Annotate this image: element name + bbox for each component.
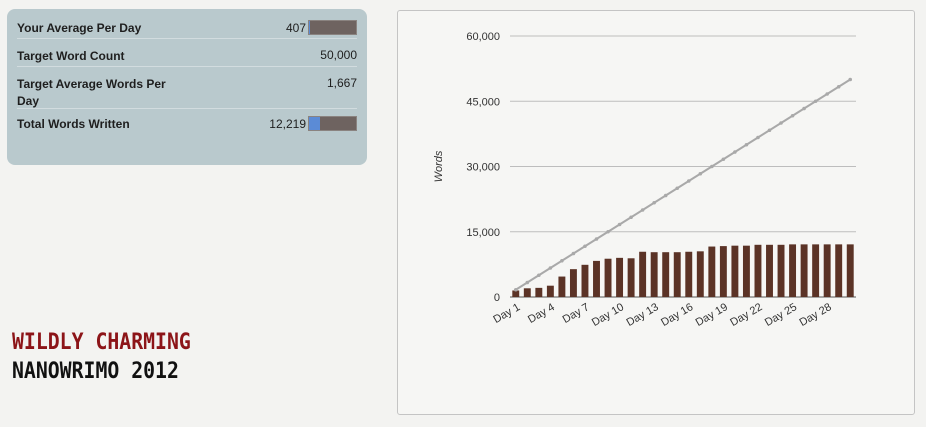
bar — [512, 290, 520, 297]
bar — [662, 252, 670, 297]
bar — [812, 244, 820, 297]
x-tick-label: Day 25 — [763, 301, 799, 329]
target-point — [848, 77, 853, 82]
stat-value: 12,219 — [269, 116, 306, 131]
stat-label: Your Average Per Day — [17, 21, 142, 35]
target-point — [663, 193, 668, 198]
bar — [569, 269, 577, 297]
stat-value: 50,000 — [320, 48, 357, 62]
y-tick-label: 15,000 — [466, 227, 500, 239]
x-tick-label: Day 1 — [491, 301, 522, 326]
bar — [685, 251, 693, 297]
bar — [627, 258, 635, 297]
target-point — [548, 266, 553, 270]
bar — [523, 288, 531, 297]
target-point — [686, 179, 691, 183]
target-point — [640, 208, 645, 212]
x-tick-label: Day 19 — [694, 301, 730, 329]
target-point — [629, 215, 633, 220]
x-tick-label: Day 4 — [526, 301, 557, 326]
total-progress-bar — [308, 116, 357, 131]
bar — [639, 251, 647, 297]
target-point — [594, 237, 599, 241]
stat-row-target-average: Target Average Words Per Day 1,667 — [17, 67, 357, 109]
target-point — [744, 142, 749, 147]
x-tick-label: Day 22 — [728, 301, 764, 329]
bar — [546, 285, 554, 297]
bar — [719, 246, 727, 297]
stat-row-average: Your Average Per Day 407 — [17, 15, 357, 39]
target-point — [525, 280, 530, 285]
bar — [581, 264, 589, 297]
bar — [835, 244, 843, 297]
stat-value: 1,667 — [326, 76, 357, 90]
target-line — [515, 78, 851, 291]
progress-fill — [309, 21, 310, 34]
target-point — [733, 150, 737, 154]
target-point — [652, 200, 656, 205]
target-point — [560, 258, 564, 263]
bar — [708, 246, 716, 297]
bar — [558, 276, 566, 297]
y-axis-label: Words — [433, 150, 445, 182]
bar — [731, 245, 739, 297]
target-point — [756, 135, 760, 140]
target-point — [537, 273, 541, 278]
target-point — [721, 157, 726, 162]
stat-value: 407 — [285, 20, 306, 35]
bar — [535, 287, 543, 297]
bar — [846, 244, 854, 297]
stat-label: Target Average Words Per Day — [17, 77, 166, 108]
x-tick-label: Day 10 — [590, 301, 626, 329]
target-point — [779, 121, 783, 125]
y-tick-label: 60,000 — [466, 31, 500, 43]
progress-fill — [309, 117, 321, 130]
target-point — [617, 222, 622, 227]
bar — [766, 244, 773, 297]
bar — [823, 244, 831, 297]
bar — [673, 252, 681, 297]
target-point — [790, 113, 795, 118]
target-point — [698, 171, 703, 176]
chart-container: 0 15,000 30,000 45,000 60,000 Words Day 1 Day 4… — [397, 10, 915, 415]
bar — [777, 244, 785, 297]
brand-line-2: NANOWRIMO 2012 — [12, 359, 179, 384]
brand-logo: WILDLY CHARMING NANOWRIMO 2012 — [12, 330, 211, 384]
brand-line-1: WILDLY CHARMING — [12, 330, 191, 355]
bar — [696, 251, 704, 297]
stat-row-total: Total Words Written 12,219 — [17, 109, 357, 139]
target-point — [813, 99, 818, 104]
bar — [754, 244, 762, 297]
average-progress-bar — [308, 20, 357, 35]
bar — [593, 260, 600, 297]
bar — [616, 257, 624, 297]
x-tick-label: Day 7 — [561, 301, 592, 326]
target-point — [802, 106, 806, 111]
target-point — [513, 287, 518, 292]
word-count-chart: 0 15,000 30,000 45,000 60,000 Words Day 1 Day 4… — [433, 31, 856, 329]
stat-row-target-count: Target Word Count 50,000 — [17, 39, 357, 67]
bar — [650, 252, 658, 297]
target-point — [767, 128, 772, 133]
bar — [789, 244, 797, 297]
target-point — [571, 251, 576, 256]
bar — [800, 244, 808, 297]
bar — [604, 258, 612, 297]
stat-label: Total Words Written — [17, 117, 130, 131]
y-tick-label: 45,000 — [466, 96, 500, 108]
x-tick-label: Day 13 — [624, 301, 660, 329]
stats-panel: Your Average Per Day 407 Target Word Cou… — [7, 9, 367, 165]
target-point — [836, 84, 841, 89]
stat-label: Target Word Count — [17, 49, 125, 63]
x-tick-label: Day 28 — [797, 301, 833, 329]
target-point — [710, 164, 714, 169]
y-tick-label: 30,000 — [466, 162, 500, 174]
bar — [742, 245, 750, 297]
target-point — [606, 229, 610, 234]
target-point — [675, 186, 680, 191]
target-point — [583, 244, 587, 249]
y-tick-label: 0 — [494, 292, 500, 304]
x-tick-label: Day 16 — [659, 301, 695, 329]
target-point — [825, 92, 829, 96]
